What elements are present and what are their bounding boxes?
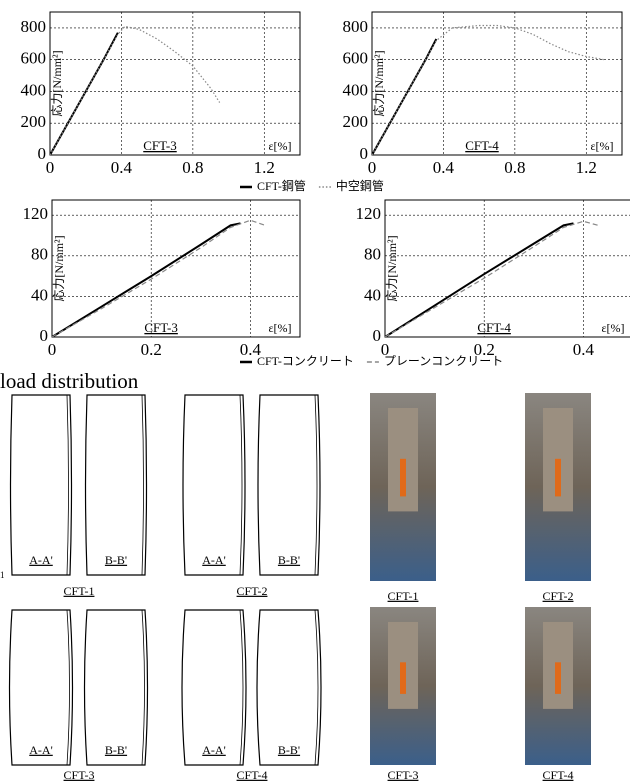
x-tick-label: 0.4 bbox=[111, 158, 133, 177]
panel-label: CFT-3 bbox=[143, 138, 176, 153]
section-outline-inner bbox=[142, 395, 144, 575]
photo-marker bbox=[400, 662, 406, 694]
x-tick-label: 0.8 bbox=[504, 158, 525, 177]
plot-frame bbox=[50, 12, 300, 155]
data-line bbox=[372, 26, 604, 155]
section-outline bbox=[86, 395, 147, 575]
section-outline bbox=[182, 610, 246, 765]
x-tick-label: 1.2 bbox=[254, 158, 275, 177]
x-tick-label: 1.2 bbox=[576, 158, 597, 177]
page: load distribution 1 020040060080000.40.8… bbox=[0, 0, 630, 782]
y-axis-label: 応力[N/mm²] bbox=[50, 50, 64, 116]
photo-label: CFT-3 bbox=[388, 768, 419, 782]
section-outline-inner bbox=[315, 395, 317, 575]
section-label: B-B' bbox=[105, 553, 127, 567]
drawing-label: CFT-2 bbox=[237, 584, 268, 598]
y-tick-label: 800 bbox=[21, 17, 47, 36]
legend-label: CFT-コンクリート bbox=[257, 354, 354, 368]
y-tick-label: 0 bbox=[373, 326, 382, 345]
section-outline bbox=[183, 395, 245, 575]
section-outline-inner bbox=[67, 610, 70, 765]
y-tick-label: 0 bbox=[40, 326, 49, 345]
plot-frame bbox=[372, 12, 622, 155]
y-axis-label: 応力[N/mm²] bbox=[52, 235, 66, 301]
section-label: A-A' bbox=[29, 743, 53, 757]
y-axis-label: 応力[N/mm²] bbox=[372, 50, 386, 116]
x-tick-label: 0.4 bbox=[573, 340, 595, 359]
y-tick-label: 600 bbox=[343, 49, 369, 68]
y-tick-label: 400 bbox=[343, 80, 369, 99]
y-tick-label: 40 bbox=[364, 285, 381, 304]
y-tick-label: 800 bbox=[343, 17, 369, 36]
section-label: B-B' bbox=[278, 553, 300, 567]
y-tick-label: 0 bbox=[38, 144, 47, 163]
photo-marker bbox=[555, 662, 561, 694]
x-axis-label: ε[%] bbox=[601, 321, 624, 335]
panel-label: CFT-3 bbox=[144, 320, 177, 335]
x-axis-label: ε[%] bbox=[268, 139, 291, 153]
y-axis-label: 応力[N/mm²] bbox=[385, 235, 399, 301]
plot-frame bbox=[52, 200, 300, 337]
drawing-label: CFT-3 bbox=[64, 768, 95, 782]
legend-label: 中空鋼管 bbox=[336, 178, 384, 193]
y-tick-label: 200 bbox=[21, 112, 47, 131]
x-tick-label: 0.4 bbox=[433, 158, 455, 177]
section-label: B-B' bbox=[278, 743, 300, 757]
panel-label: CFT-4 bbox=[477, 320, 511, 335]
section-label: B-B' bbox=[105, 743, 127, 757]
x-tick-label: 0 bbox=[46, 158, 55, 177]
section-label: A-A' bbox=[29, 553, 53, 567]
photo-label: CFT-2 bbox=[543, 589, 574, 603]
data-line bbox=[50, 26, 220, 155]
y-tick-label: 400 bbox=[21, 80, 47, 99]
drawing-label: CFT-1 bbox=[64, 584, 95, 598]
panel-label: CFT-4 bbox=[465, 138, 499, 153]
y-tick-label: 120 bbox=[23, 204, 49, 223]
photo-marker bbox=[400, 459, 406, 497]
legend-label: プレーンコンクリート bbox=[384, 354, 503, 368]
y-tick-label: 200 bbox=[343, 112, 369, 131]
x-tick-label: 0 bbox=[368, 158, 377, 177]
x-axis-label: ε[%] bbox=[590, 139, 613, 153]
photo-marker bbox=[555, 459, 561, 497]
section-label: A-A' bbox=[202, 743, 226, 757]
drawing-label: CFT-4 bbox=[237, 768, 268, 782]
section-outline-inner bbox=[240, 610, 243, 765]
photo-label: CFT-4 bbox=[543, 768, 574, 782]
photo-label: CFT-1 bbox=[388, 589, 419, 603]
section-heading: load distribution bbox=[0, 369, 139, 393]
x-tick-label: 0.8 bbox=[182, 158, 203, 177]
section-outline bbox=[258, 395, 320, 575]
x-tick-label: 0 bbox=[48, 340, 57, 359]
section-outline bbox=[85, 610, 148, 765]
section-label: A-A' bbox=[202, 553, 226, 567]
section-outline bbox=[11, 395, 72, 575]
section-outline-inner bbox=[240, 395, 242, 575]
section-outline bbox=[257, 610, 321, 765]
section-outline-inner bbox=[315, 610, 318, 765]
y-tick-label: 120 bbox=[356, 204, 382, 223]
x-tick-label: 0.2 bbox=[141, 340, 162, 359]
x-axis-label: ε[%] bbox=[268, 321, 291, 335]
side-mark: 1 bbox=[0, 570, 5, 580]
y-tick-label: 80 bbox=[364, 245, 381, 264]
plot-frame bbox=[385, 200, 630, 337]
section-outline-inner bbox=[67, 395, 69, 575]
section-outline bbox=[10, 610, 73, 765]
y-tick-label: 0 bbox=[360, 144, 369, 163]
y-tick-label: 80 bbox=[31, 245, 48, 264]
legend-label: CFT-鋼管 bbox=[257, 178, 306, 193]
y-tick-label: 600 bbox=[21, 49, 47, 68]
section-outline-inner bbox=[142, 610, 145, 765]
y-tick-label: 40 bbox=[31, 285, 48, 304]
